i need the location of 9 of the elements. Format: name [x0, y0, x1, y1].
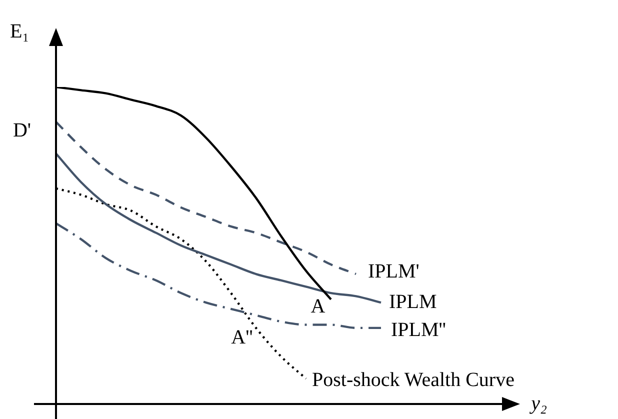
text: y₂ — [529, 392, 547, 414]
series-label: Post-shock Wealth Curve — [312, 368, 515, 391]
series-label: IPLM'' — [391, 319, 446, 342]
y-axis-title: E₁ — [10, 20, 30, 42]
series-label: IPLM — [389, 290, 437, 313]
annotation: A'' — [231, 326, 253, 348]
annotation: A — [310, 295, 326, 318]
text: D' — [12, 119, 32, 142]
series-label: IPLM' — [368, 260, 420, 282]
